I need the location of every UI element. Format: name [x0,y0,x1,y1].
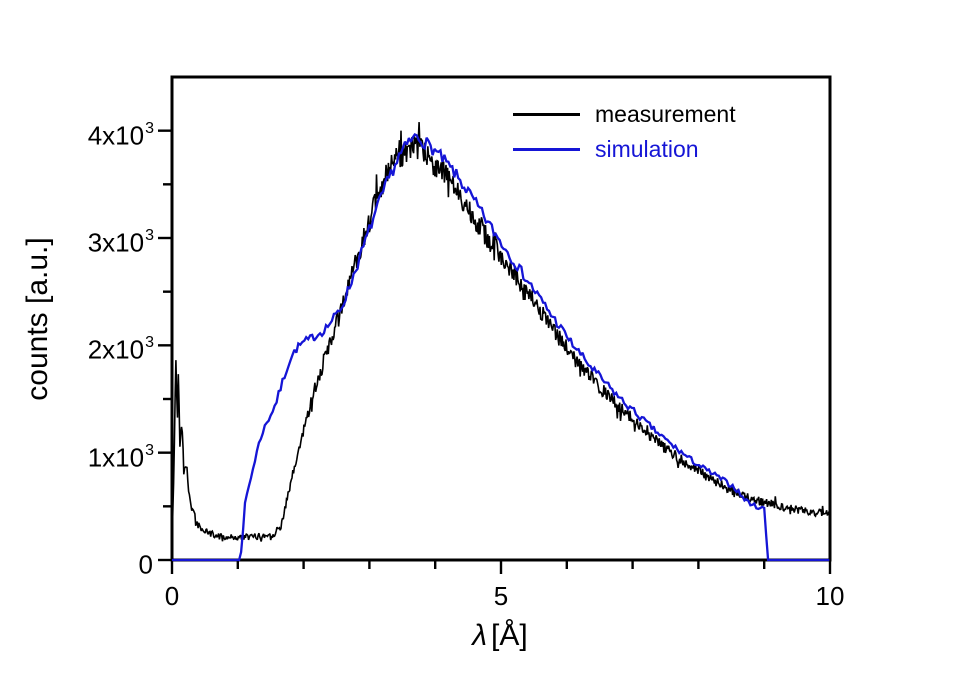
y-tick-exponent: 3 [145,119,154,137]
y-tick-mantissa: 1x10 [87,442,145,473]
y-tick-label-3000: 3x103 [24,222,154,259]
measurement-line-swatch [513,113,580,116]
legend-label-simulation: simulation [595,136,699,162]
x-tick-label-0: 0 [164,581,180,611]
measurement-curve [171,122,831,547]
legend-label-measurement: measurement [595,101,736,127]
simulation-line-swatch [513,148,580,151]
y-tick-mantissa: 4x10 [87,120,145,151]
x-axis-ticks [170,560,832,574]
legend-item-simulation: simulation [513,132,736,167]
x-axis-title-unit: [Å] [491,619,528,652]
legend-item-measurement: measurement [513,97,736,132]
y-tick-mantissa: 0 [138,549,153,580]
y-tick-exponent: 3 [145,441,154,459]
x-tick-label-5: 5 [493,581,509,611]
y-tick-label-4000: 4x103 [24,115,154,152]
y-tick-exponent: 3 [145,227,154,244]
x-tick-label-10: 10 [815,581,845,611]
x-axis-title: λ [Å] [400,618,600,654]
y-tick-mantissa: 3x10 [87,227,145,258]
y-axis-ticks [158,129,172,562]
y-tick-label-0: 0 [24,544,154,581]
simulation-curve [172,132,830,562]
y-tick-mantissa: 2x10 [87,334,145,365]
y-tick-exponent: 3 [145,334,154,352]
x-axis-title-symbol: λ [472,619,488,652]
y-tick-label-1000: 1x103 [24,437,154,474]
legend: measurement simulation [513,97,736,167]
y-tick-label-2000: 2x103 [24,329,154,366]
